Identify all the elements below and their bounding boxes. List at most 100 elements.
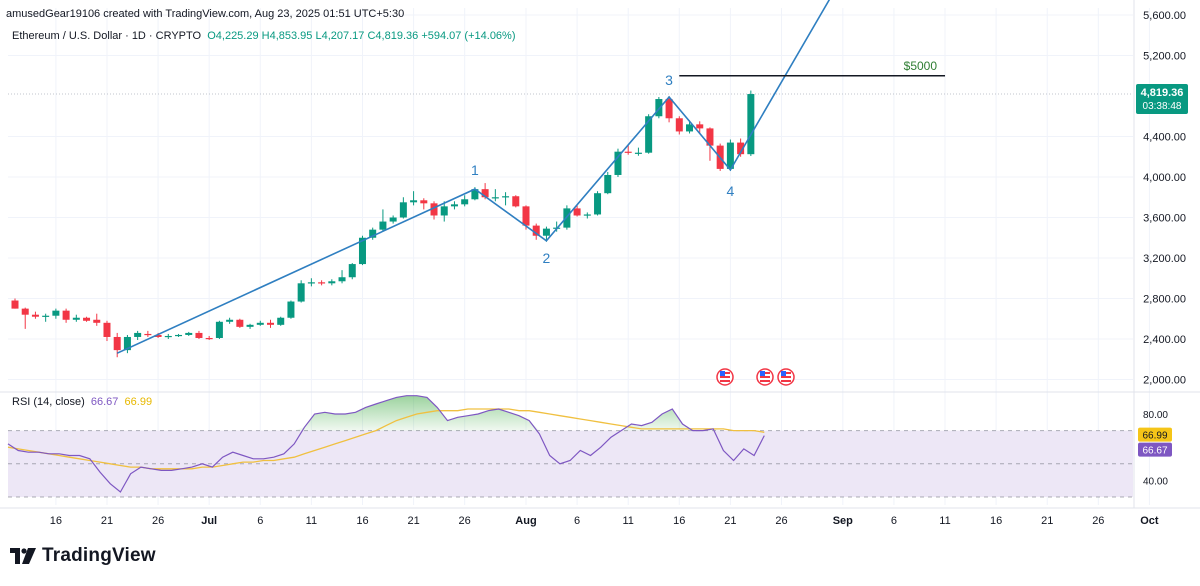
ohlc-open: O4,225.29 xyxy=(207,30,259,42)
candle-body xyxy=(348,264,356,278)
x-tick-label: 16 xyxy=(50,515,62,527)
candle-body xyxy=(440,206,448,216)
candle-body xyxy=(410,200,418,203)
x-tick-label: Jul xyxy=(201,515,217,527)
flag-canton xyxy=(781,371,786,376)
flag-stripe xyxy=(760,376,770,378)
time-axis[interactable]: 16 21 26 Jul 6 11 16 21 26 Aug 6 11 16 21 26 Sep 6 11 16 21… xyxy=(50,515,1159,527)
rsi-pane xyxy=(7,395,1133,498)
rsi-overbought-fill xyxy=(8,395,765,431)
candle-body xyxy=(634,152,642,154)
rsi-value: 66.67 xyxy=(90,396,119,408)
x-tick-label: 6 xyxy=(891,515,897,527)
candle-body xyxy=(103,322,111,337)
rsi-title[interactable]: RSI (14, close) xyxy=(12,396,85,408)
tradingview-logo[interactable]: TradingView xyxy=(10,545,156,567)
candle-body xyxy=(706,128,714,146)
candles-group xyxy=(11,90,755,358)
candle-body xyxy=(195,332,203,338)
candle-body xyxy=(614,151,622,175)
y-tick-label: 5,200.00 xyxy=(1143,51,1186,63)
credit-text: amusedGear19106 created with TradingView… xyxy=(6,8,405,20)
candle-body xyxy=(471,189,479,200)
candle-body xyxy=(655,99,663,117)
candle-body xyxy=(645,116,653,153)
candle-body xyxy=(123,336,131,351)
candle-body xyxy=(726,142,734,169)
symbol-name[interactable]: Ethereum / U.S. Dollar · 1D · CRYPTO xyxy=(12,30,202,42)
flag-canton xyxy=(760,371,765,376)
candle-body xyxy=(696,124,704,129)
candle-body xyxy=(72,317,80,320)
rsi-ma-value: 66.99 xyxy=(124,396,153,408)
rsi-ma-line xyxy=(7,408,765,470)
candle-body xyxy=(215,321,223,338)
candle-body xyxy=(481,189,489,198)
x-tick-label: 16 xyxy=(356,515,368,527)
price-badge-countdown: 03:38:48 xyxy=(1143,101,1182,112)
x-tick-label: Oct xyxy=(1140,515,1159,527)
y-tick-label: 5,600.00 xyxy=(1143,10,1186,22)
candle-body xyxy=(502,196,510,198)
elliott-wave-line xyxy=(116,0,831,354)
candle-body xyxy=(369,229,377,238)
candle-body xyxy=(287,301,295,318)
y-tick-label: 3,200.00 xyxy=(1143,253,1186,265)
candle-body xyxy=(11,300,19,309)
flag-stripe xyxy=(720,376,730,378)
ohlc-high: H4,853.95 xyxy=(261,30,313,42)
x-tick-label: 16 xyxy=(990,515,1002,527)
x-tick-label: 26 xyxy=(775,515,787,527)
rsi-ma-badge xyxy=(1138,427,1172,442)
x-tick-label: 26 xyxy=(1092,515,1104,527)
x-tick-label: 26 xyxy=(152,515,164,527)
candle-body xyxy=(318,282,326,284)
candle-body xyxy=(747,94,755,155)
rsi-ma-badge-text: 66.99 xyxy=(1142,431,1167,442)
candle-body xyxy=(624,151,632,153)
x-tick-label: 16 xyxy=(673,515,685,527)
brand-name: TradingView xyxy=(42,545,156,566)
y-tick-label: 4,000.00 xyxy=(1143,172,1186,184)
candle-body xyxy=(594,193,602,215)
candle-body xyxy=(256,322,264,325)
x-tick-label: 21 xyxy=(724,515,736,527)
wave-label: 2 xyxy=(543,250,551,266)
wave-label: 1 xyxy=(471,162,479,178)
x-tick-label: 21 xyxy=(1041,515,1053,527)
flag-stripe xyxy=(781,380,791,382)
candle-body xyxy=(175,334,183,337)
candle-body xyxy=(430,203,438,216)
candle-body xyxy=(461,199,469,205)
y-tick-label: 2,400.00 xyxy=(1143,334,1186,346)
x-tick-label: 26 xyxy=(459,515,471,527)
candle-body xyxy=(542,228,550,236)
wave-label: 3 xyxy=(665,72,673,88)
candle-body xyxy=(62,310,70,320)
candle-body xyxy=(399,202,407,218)
us-event-icon xyxy=(756,368,774,386)
candle-body xyxy=(665,99,673,119)
candle-body xyxy=(379,221,387,230)
x-tick-label: 11 xyxy=(939,515,950,527)
rsi-tick-label: 80.00 xyxy=(1143,410,1168,421)
x-tick-label: 11 xyxy=(306,515,317,527)
rsi-tick-label: 40.00 xyxy=(1143,476,1168,487)
target-label: $5000 xyxy=(904,59,938,73)
rsi-line xyxy=(7,395,765,493)
candle-body xyxy=(246,324,254,327)
candle-body xyxy=(737,142,745,155)
candle-body xyxy=(154,334,162,337)
candle-body xyxy=(532,225,540,236)
symbol-info: Ethereum / U.S. Dollar · 1D · CRYPTO O4,… xyxy=(12,30,516,42)
price-axis[interactable]: 6,400.006,000.005,600.005,200.004,400.00… xyxy=(1136,0,1188,487)
candle-body xyxy=(420,200,428,204)
candle-body xyxy=(573,208,581,216)
candle-body xyxy=(358,237,366,265)
flag-canton xyxy=(720,371,725,376)
candle-body xyxy=(675,118,683,132)
ohlc-low: L4,207.17 xyxy=(315,30,365,42)
rsi-legend: RSI (14, close) 66.67 66.99 xyxy=(12,396,152,408)
